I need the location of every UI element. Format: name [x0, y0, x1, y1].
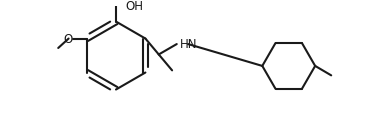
Text: OH: OH [126, 0, 143, 13]
Text: O: O [63, 33, 72, 46]
Text: HN: HN [180, 37, 197, 50]
